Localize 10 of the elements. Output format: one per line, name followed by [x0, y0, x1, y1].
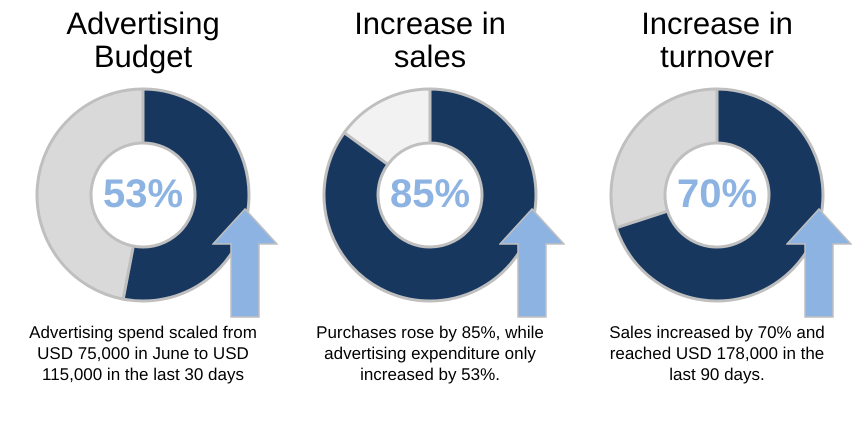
- donut-slice: [322, 88, 538, 302]
- data-label: 70%: [676, 172, 758, 216]
- data-label: 53%: [102, 172, 184, 216]
- text: Sales increased by 70% and reached USD 178,000 in the last 90 days.: [608, 322, 826, 385]
- text: Purchases rose by 85%, while advertising expenditure only increased by 53%.: [315, 322, 545, 385]
- chart-title: Increase in turnover: [641, 6, 793, 74]
- data-label: 85%: [390, 172, 470, 216]
- chart-title: Increase in sales: [354, 6, 506, 74]
- text: Advertising spend scaled from USD 75,000 in June to USD 115,000 in the last 30 days: [28, 322, 258, 385]
- chart-title: Advertising Budget: [66, 6, 220, 74]
